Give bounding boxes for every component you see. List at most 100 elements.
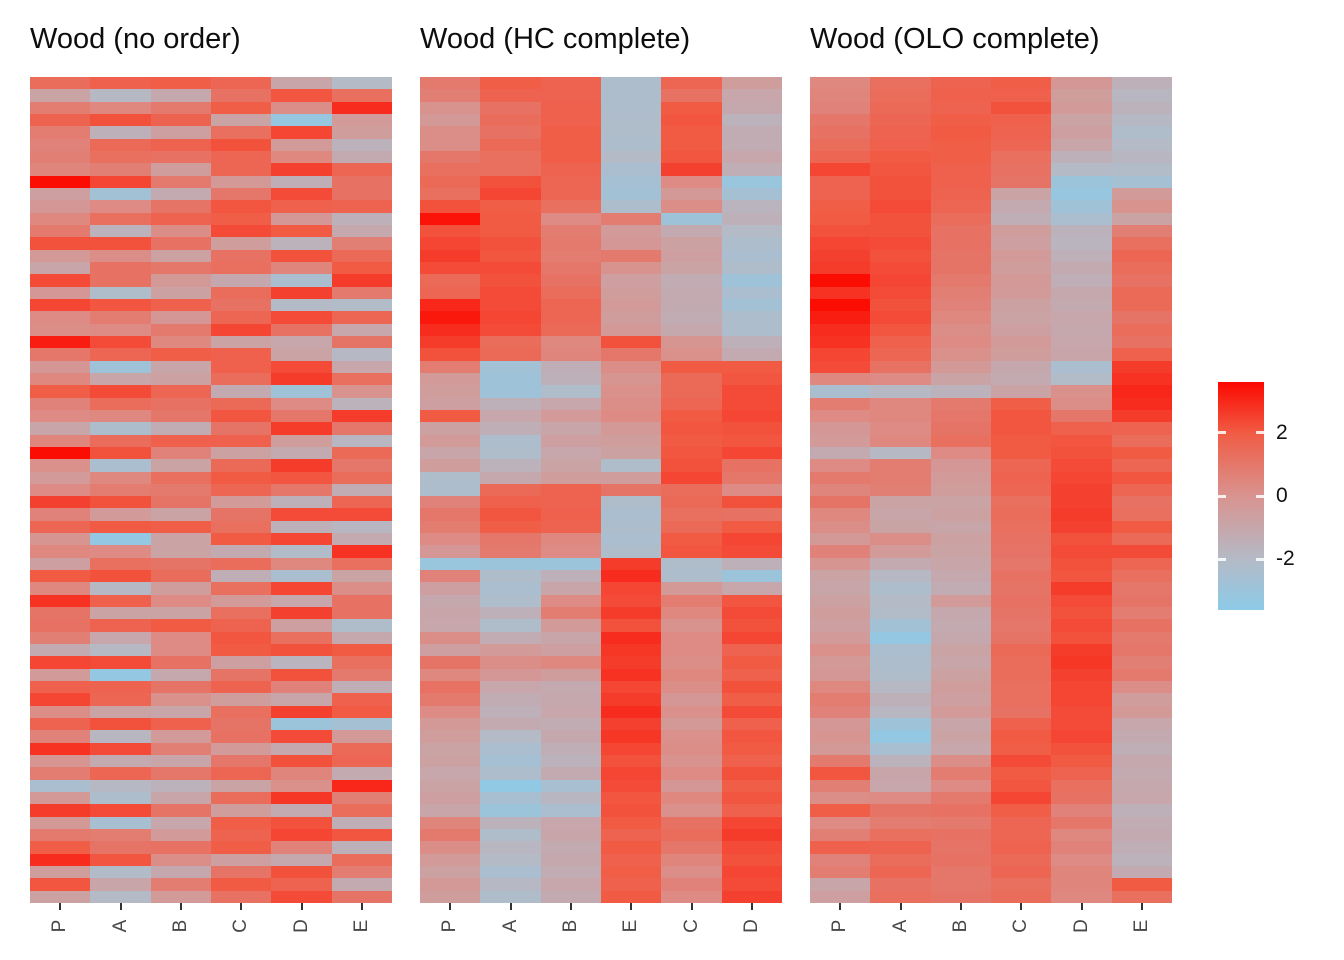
heatmap-cell <box>271 187 332 201</box>
heatmap-cell <box>870 101 931 114</box>
heatmap-cell <box>540 853 601 866</box>
heatmap-cell <box>331 286 392 299</box>
heatmap-cell <box>420 335 481 349</box>
heatmap-cell <box>1111 422 1172 435</box>
heatmap-cell <box>1051 668 1112 682</box>
heatmap-cell <box>480 681 541 694</box>
heatmap-cell <box>661 101 722 114</box>
heatmap-row <box>30 878 392 891</box>
heatmap-cell <box>540 459 601 472</box>
heatmap-cell <box>150 335 211 349</box>
heatmap-cell <box>1111 187 1172 201</box>
heatmap-cell <box>150 742 211 756</box>
heatmap-cell <box>870 409 931 423</box>
heatmap-cell <box>1111 385 1172 398</box>
heatmap-cell <box>90 742 151 756</box>
heatmap-cell <box>661 779 722 793</box>
heatmap-cell <box>210 594 272 608</box>
heatmap-cell <box>331 360 392 373</box>
heatmap-cell <box>990 150 1052 164</box>
heatmap-cell <box>1111 718 1172 731</box>
heatmap-cell <box>150 878 211 891</box>
heatmap-cell <box>90 792 151 805</box>
heatmap-cell <box>870 693 931 706</box>
heatmap-cell <box>271 224 332 238</box>
heatmap-cell <box>271 372 332 386</box>
heatmap-cell <box>150 471 211 484</box>
heatmap-cell <box>540 520 601 534</box>
heatmap-cell <box>331 422 392 435</box>
heatmap-cell <box>870 237 931 250</box>
heatmap-cell <box>661 249 722 262</box>
heatmap-cell <box>930 224 991 238</box>
heatmap-cell <box>540 385 601 398</box>
heatmap-cell <box>1051 150 1112 164</box>
heatmap-row <box>420 829 782 842</box>
heatmap-row <box>30 755 392 768</box>
heatmap-cell <box>210 816 272 830</box>
heatmap-cell <box>721 459 782 472</box>
heatmap-cell <box>271 644 332 657</box>
x-axis-label: A <box>889 919 911 933</box>
heatmap-cell <box>1051 656 1112 669</box>
heatmap-cell <box>930 101 991 114</box>
heatmap-cell <box>990 496 1052 509</box>
heatmap-cell <box>271 508 332 521</box>
heatmap-row <box>420 767 782 780</box>
heatmap-cell <box>930 496 991 509</box>
heatmap-cell <box>90 557 151 571</box>
heatmap-cell <box>210 570 272 583</box>
heatmap-row <box>420 730 782 743</box>
heatmap-cell <box>990 409 1052 423</box>
heatmap-row <box>810 718 1172 731</box>
heatmap-cell <box>271 335 332 349</box>
heatmap-cell <box>150 101 211 114</box>
heatmap-cell <box>990 335 1052 349</box>
heatmap-cell <box>420 792 481 805</box>
heatmap-row <box>810 249 1172 262</box>
heatmap-cell <box>990 570 1052 583</box>
heatmap-cell <box>990 224 1052 238</box>
heatmap-cell <box>1111 446 1172 460</box>
heatmap-cell <box>990 77 1052 90</box>
heatmap-row <box>810 126 1172 139</box>
heatmap-cell <box>810 138 871 151</box>
heatmap-cell <box>1051 89 1112 102</box>
heatmap-cell <box>721 705 782 719</box>
heatmap-cell <box>600 286 662 299</box>
heatmap-cell <box>990 668 1052 682</box>
heatmap-cell <box>480 187 541 201</box>
heatmap-row <box>420 150 782 164</box>
heatmap-cell <box>480 742 541 756</box>
heatmap-cell <box>721 533 782 546</box>
heatmap-cell <box>90 163 151 176</box>
heatmap-row <box>420 804 782 817</box>
heatmap-cell <box>661 150 722 164</box>
heatmap-cell <box>90 508 151 521</box>
heatmap-cell <box>480 730 541 743</box>
heatmap-row <box>420 705 782 719</box>
heatmap-cell <box>990 792 1052 805</box>
heatmap-cell <box>1051 113 1112 127</box>
heatmap-cell <box>990 545 1052 558</box>
heatmap-cell <box>810 693 871 706</box>
heatmap-cell <box>150 841 211 854</box>
heatmap-row <box>420 397 782 410</box>
heatmap-cell <box>930 261 991 275</box>
heatmap-cell <box>1051 582 1112 595</box>
heatmap-cell <box>1111 175 1172 188</box>
heatmap-cell <box>331 767 392 780</box>
heatmap-cell <box>30 644 91 657</box>
heatmap-row <box>30 261 392 275</box>
heatmap-cell <box>600 446 662 460</box>
heatmap-cell <box>30 397 91 410</box>
heatmap-cell <box>990 767 1052 780</box>
heatmap-cell <box>930 237 991 250</box>
heatmap-cell <box>1111 311 1172 324</box>
heatmap-cell <box>30 298 91 312</box>
heatmap-cell <box>331 878 392 891</box>
heatmap-cell <box>721 348 782 361</box>
panel-title: Wood (no order) <box>30 23 241 55</box>
heatmap-cell <box>661 200 722 213</box>
heatmap-cell <box>990 508 1052 521</box>
